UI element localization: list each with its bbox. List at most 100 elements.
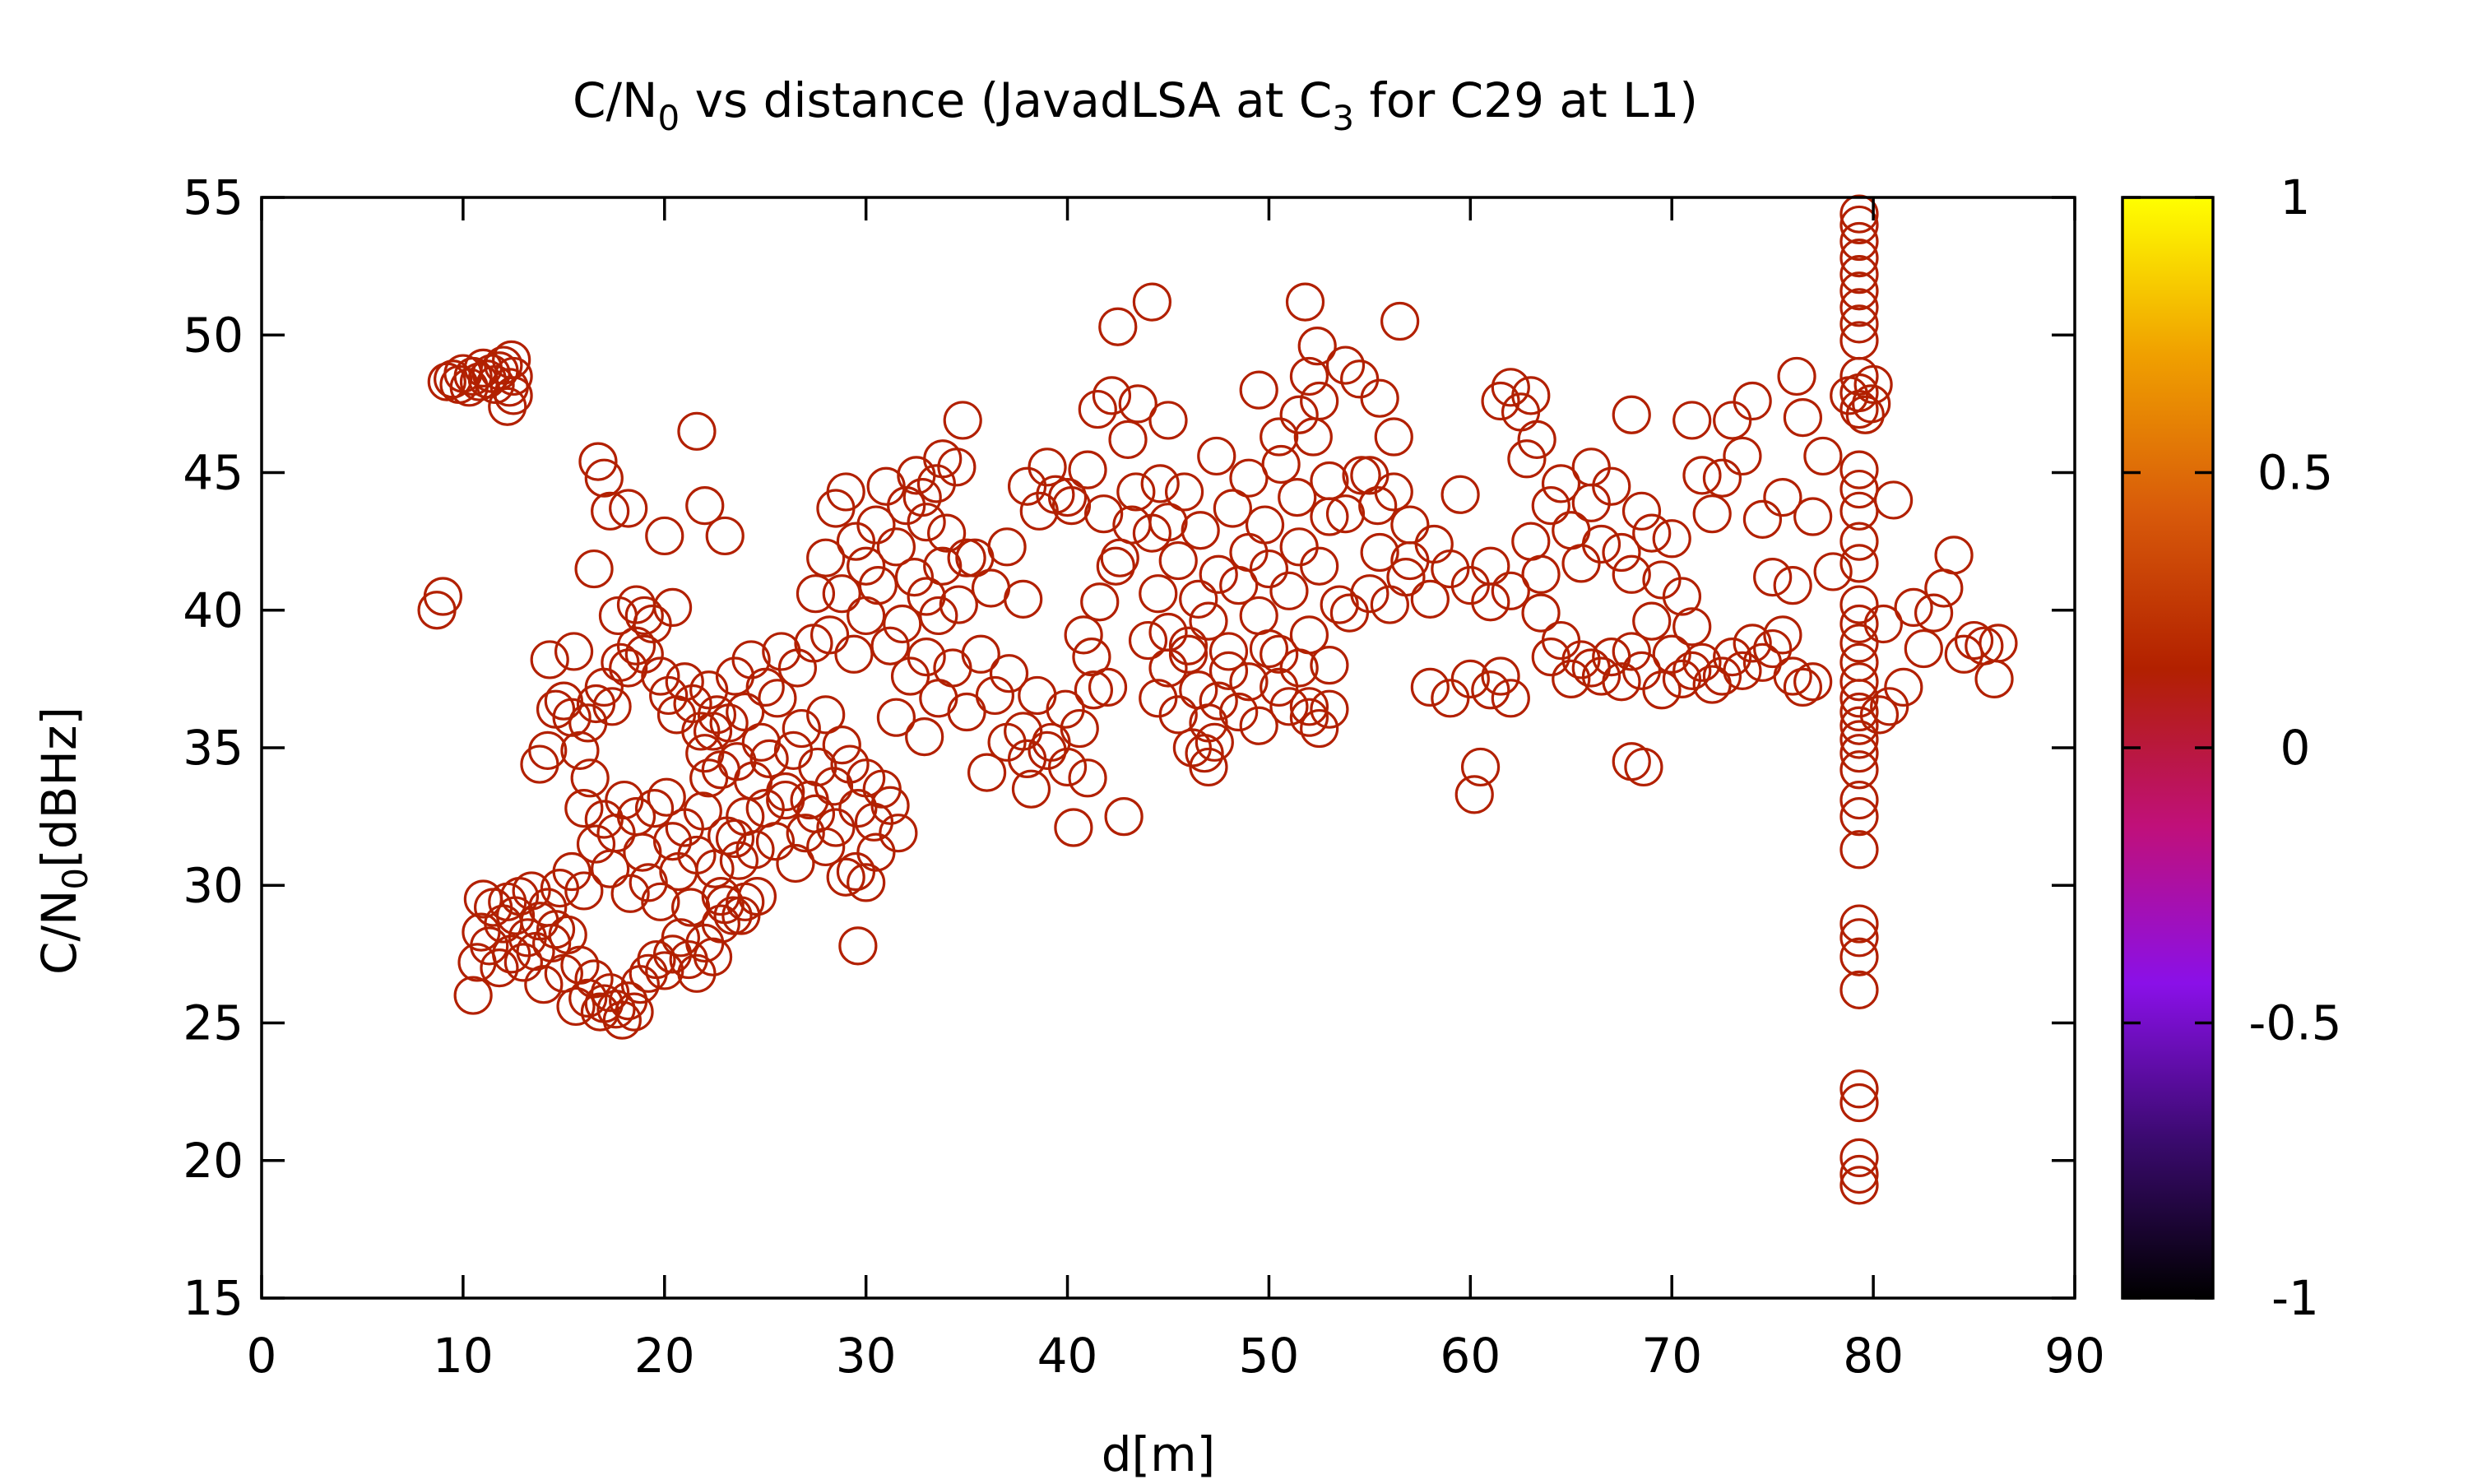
x-tick-label: 10: [433, 1328, 494, 1384]
data-point: [673, 684, 712, 724]
data-point: [1682, 456, 1722, 495]
data-point: [939, 585, 978, 624]
data-point: [1839, 1069, 1879, 1109]
data-point: [1189, 747, 1228, 787]
data-point: [961, 634, 1000, 674]
data-point: [1158, 695, 1198, 735]
data-point: [697, 695, 737, 735]
data-point: [656, 695, 697, 735]
data-point: [423, 577, 463, 616]
data-point: [1839, 679, 1879, 718]
data-point: [762, 632, 801, 671]
data-point: [1552, 659, 1591, 698]
x-tick-label: 80: [1843, 1328, 1904, 1384]
data-point: [1310, 689, 1349, 729]
data-point: [578, 442, 618, 481]
data-point: [641, 882, 680, 921]
data-point: [907, 577, 946, 616]
data-point: [822, 726, 861, 765]
data-point: [894, 558, 935, 597]
data-point: [1852, 384, 1891, 424]
data-point: [919, 596, 958, 636]
data-point: [1839, 734, 1879, 773]
data-point: [870, 626, 910, 665]
data-point: [847, 546, 886, 586]
data-point: [1289, 356, 1329, 397]
data-point: [1839, 304, 1879, 344]
data-point: [530, 640, 569, 679]
data-point: [735, 830, 775, 870]
data-point: [615, 992, 654, 1032]
data-point: [1300, 546, 1339, 586]
data-point: [1454, 775, 1494, 814]
data-point: [685, 734, 725, 773]
data-point: [1092, 376, 1132, 415]
data-point: [1839, 321, 1879, 360]
data-point: [916, 464, 956, 503]
data-point: [796, 794, 836, 833]
data-point: [1839, 706, 1879, 745]
x-tick-label: 90: [2044, 1328, 2105, 1384]
data-point: [737, 877, 777, 916]
data-point: [1491, 571, 1530, 610]
data-point: [1068, 758, 1107, 798]
data-point: [580, 992, 620, 1032]
data-points: [417, 194, 2018, 1205]
data-point: [512, 871, 551, 911]
data-point: [1924, 568, 1964, 608]
data-point: [1894, 587, 1933, 628]
data-point: [826, 472, 865, 512]
data-point: [574, 959, 614, 999]
data-point: [1460, 747, 1501, 787]
data-point: [652, 587, 693, 628]
data-point: [1839, 750, 1879, 790]
data-point: [745, 667, 785, 707]
data-point: [838, 788, 878, 828]
data-point: [1140, 464, 1180, 503]
data-point: [1329, 593, 1370, 633]
data-point: [591, 491, 630, 531]
data-point: [1179, 579, 1218, 619]
data-point: [1360, 378, 1399, 418]
data-point: [1078, 389, 1117, 429]
data-point: [1839, 937, 1879, 976]
y-tick-label: 40: [183, 582, 244, 638]
data-point: [602, 1000, 642, 1040]
data-point: [1285, 282, 1325, 322]
data-point: [1682, 642, 1722, 682]
data-point: [806, 695, 846, 735]
data-point: [689, 670, 729, 710]
data-point: [1450, 659, 1490, 698]
data-point: [637, 939, 676, 980]
data-point: [1944, 634, 1983, 674]
data-point: [1132, 282, 1172, 322]
y-tick-label: 25: [183, 995, 244, 1051]
data-point: [1839, 780, 1879, 820]
data-point: [1289, 687, 1329, 726]
data-point: [1325, 345, 1366, 385]
data-point: [870, 786, 910, 825]
data-point: [1249, 549, 1289, 589]
data-point: [1662, 577, 1702, 616]
data-point: [1863, 604, 1903, 644]
data-point: [1096, 546, 1135, 586]
data-point: [1839, 692, 1879, 732]
data-point: [830, 744, 870, 784]
data-point: [591, 973, 630, 1013]
data-point: [1507, 439, 1547, 479]
data-point: [1116, 472, 1156, 512]
data-point: [701, 904, 740, 944]
data-point: [494, 356, 533, 397]
data-point: [1839, 288, 1879, 327]
data-point: [1839, 830, 1879, 870]
data-point: [1239, 370, 1278, 410]
data-point: [923, 439, 963, 479]
data-point: [1491, 679, 1530, 718]
data-point: [1803, 436, 1843, 476]
data-point: [1088, 667, 1128, 707]
data-point: [1839, 221, 1879, 262]
data-point: [624, 596, 664, 636]
data-point: [554, 632, 594, 671]
data-point: [1261, 444, 1301, 485]
data-point: [782, 708, 821, 749]
